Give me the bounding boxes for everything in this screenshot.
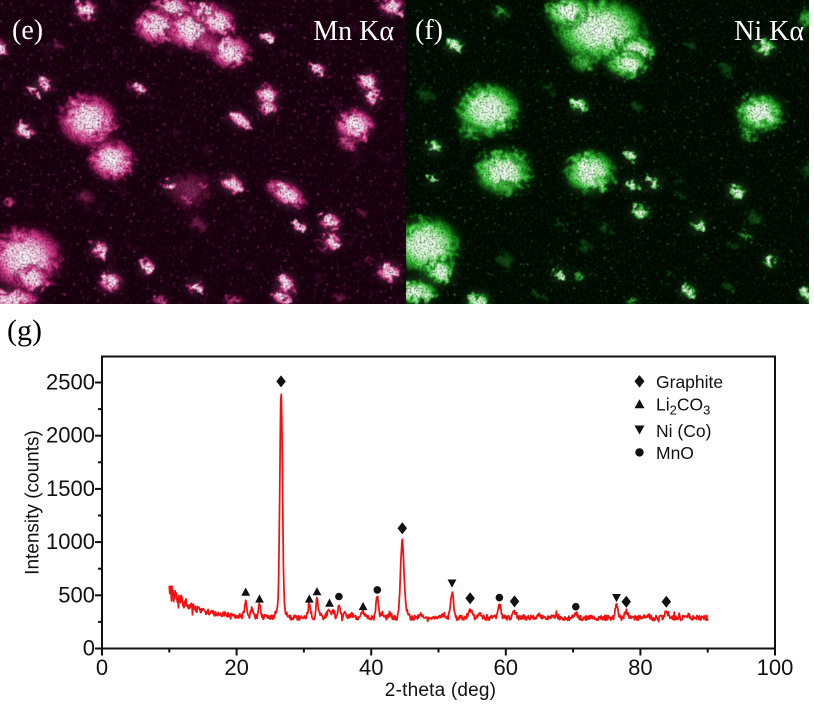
svg-text:MnO: MnO xyxy=(656,443,694,463)
svg-text:Li2CO3: Li2CO3 xyxy=(656,395,710,418)
svg-text:1500: 1500 xyxy=(46,476,95,501)
svg-text:80: 80 xyxy=(628,655,652,680)
svg-text:2000: 2000 xyxy=(46,423,95,448)
svg-text:(e): (e) xyxy=(12,15,43,46)
svg-text:500: 500 xyxy=(58,582,95,607)
svg-text:20: 20 xyxy=(224,655,248,680)
svg-text:1000: 1000 xyxy=(46,529,95,554)
svg-text:Mn Kα: Mn Kα xyxy=(313,16,394,47)
svg-text:(f): (f) xyxy=(415,15,443,46)
svg-text:Intensity (counts): Intensity (counts) xyxy=(23,430,44,575)
svg-text:60: 60 xyxy=(494,655,518,680)
svg-text:Ni (Co): Ni (Co) xyxy=(656,421,711,441)
svg-text:100: 100 xyxy=(757,655,794,680)
svg-text:2500: 2500 xyxy=(46,370,95,395)
svg-text:(g): (g) xyxy=(7,314,42,347)
svg-text:0: 0 xyxy=(83,636,95,661)
svg-text:Graphite: Graphite xyxy=(656,372,723,392)
svg-text:Ni Kα: Ni Kα xyxy=(734,16,804,47)
svg-text:40: 40 xyxy=(359,655,383,680)
svg-text:2-theta (deg): 2-theta (deg) xyxy=(385,680,496,701)
svg-text:0: 0 xyxy=(96,655,108,680)
